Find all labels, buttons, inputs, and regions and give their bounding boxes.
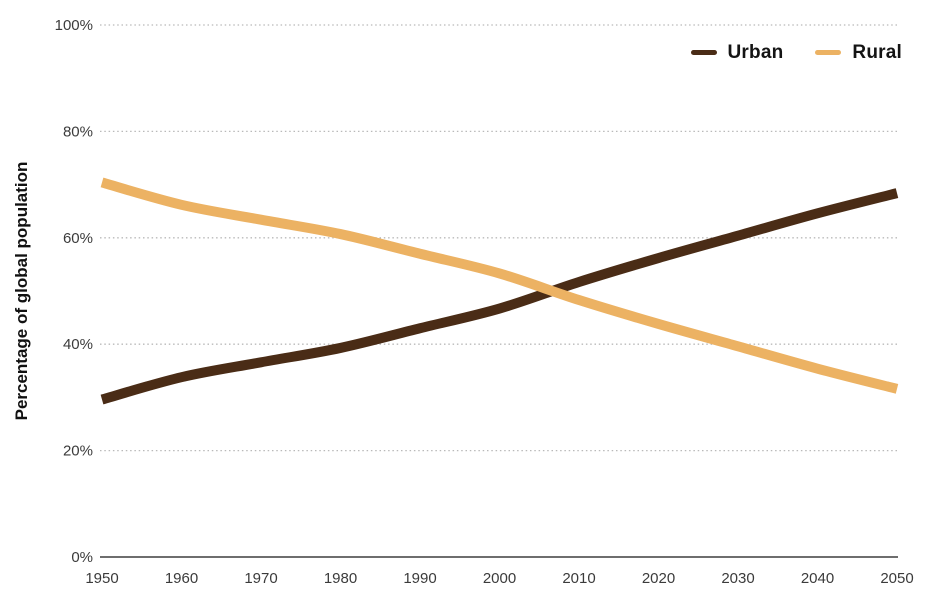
x-tick-label: 2040 — [801, 570, 834, 587]
y-tick-label: 100% — [55, 17, 93, 34]
rural-line-swatch — [815, 50, 842, 55]
x-axis-tick-labels: 1950 1960 1970 1980 1990 2000 2010 2020 2030 2040… — [85, 570, 913, 587]
legend-item-urban: Urban — [690, 42, 784, 63]
y-tick-label: 60% — [63, 230, 93, 247]
x-tick-label: 1950 — [85, 570, 118, 587]
legend-label-urban: Urban — [727, 42, 784, 63]
x-tick-label: 2020 — [642, 570, 675, 587]
y-axis-tick-labels: 0% 20% 40% 60% 80% 100% — [55, 17, 93, 566]
x-tick-label: 2030 — [721, 570, 754, 587]
x-tick-label: 1980 — [324, 570, 357, 587]
legend-item-rural: Rural — [815, 43, 902, 62]
gridlines — [100, 24, 898, 452]
legend: Urban Rural — [690, 42, 902, 63]
y-axis-title: Percentage of global population — [12, 162, 31, 421]
y-tick-label: 40% — [63, 336, 93, 353]
x-tick-label: 2050 — [880, 570, 913, 587]
x-tick-label: 2010 — [562, 570, 595, 587]
x-tick-label: 2000 — [483, 570, 516, 587]
y-tick-label: 80% — [63, 123, 93, 140]
x-tick-label: 1970 — [244, 570, 277, 587]
urban-line — [100, 188, 899, 405]
y-tick-label: 20% — [63, 443, 93, 460]
data-series — [100, 177, 899, 405]
y-tick-label: 0% — [71, 549, 93, 566]
x-tick-label: 1960 — [165, 570, 198, 587]
urban-line-swatch — [690, 50, 717, 55]
rural-line — [100, 177, 899, 394]
legend-label-rural: Rural — [852, 42, 902, 63]
x-tick-label: 1990 — [403, 570, 436, 587]
